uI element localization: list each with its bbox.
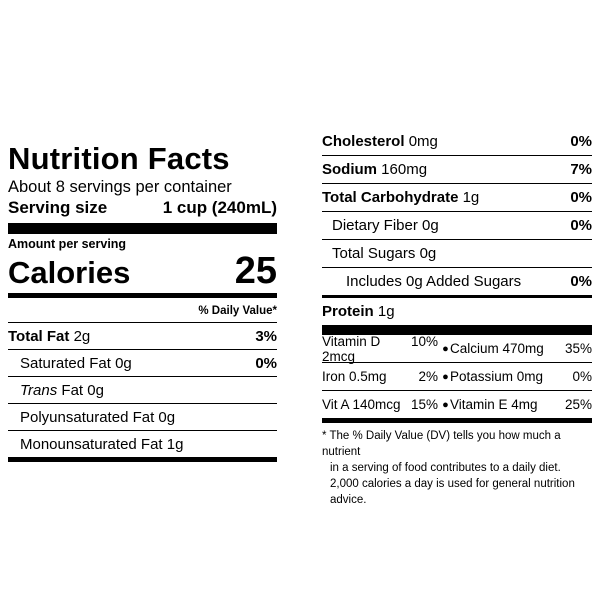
divider-thick [322, 325, 592, 335]
nutrient-amount: 1g [377, 303, 395, 320]
nutrient-row-total-sugars: Total Sugars 0g [322, 240, 592, 268]
daily-value-footnote: * The % Daily Value (DV) tells you how m… [322, 428, 592, 508]
nutrient-name: Total Carbohydrate [322, 189, 459, 206]
nutrient-name: Saturated Fat [20, 354, 111, 372]
vitamin-daily-value: 10% [410, 333, 438, 349]
divider-medium [8, 457, 277, 462]
nutrient-daily-value: 0% [570, 217, 592, 234]
nutrient-name: Includes 0g Added Sugars [346, 273, 522, 290]
amount-per-serving: Amount per serving [8, 237, 127, 251]
serving-size: Serving size 1 cup (240mL) [8, 197, 277, 219]
mineral-name: Calcium 470mg [450, 341, 544, 356]
nutrient-amount: 0mg [408, 133, 438, 150]
divider-medium [322, 295, 592, 298]
footnote-line: * The % Daily Value (DV) tells you how m… [322, 430, 561, 458]
vitamin-name: Vit A 140mcg [322, 397, 401, 412]
nutrient-name: Protein [322, 303, 374, 320]
calories-row: Calories 25 [8, 251, 277, 291]
nutrient-name: Dietary Fiber [332, 217, 418, 234]
nutrient-row-cholesterol: Cholesterol 0mg 0% [322, 128, 592, 156]
mineral-name: Potassium 0mg [450, 369, 544, 384]
nutrient-row-added-sugars: Includes 0g Added Sugars 0% [322, 268, 592, 295]
mineral-daily-value: 0% [572, 369, 592, 384]
vitamin-name: Vitamin D 2mcg [322, 333, 381, 364]
nutrient-row-total-carbohydrate: Total Carbohydrate 1g 0% [322, 184, 592, 212]
nutrient-daily-value: 0% [255, 354, 277, 372]
nutrient-row-protein: Protein 1g [322, 298, 592, 325]
vitamin-row: Vit A 140mcg 15% ● Vitamin E 4mg 25% [322, 390, 592, 418]
nutrient-amount: 1g [166, 435, 184, 453]
vitamin-row: Vitamin D 2mcg 10% ● Calcium 470mg 35% [322, 333, 592, 364]
nutrient-row-total-fat: Total Fat 2g 3% [8, 323, 277, 349]
daily-value-header: % Daily Value* [198, 305, 277, 317]
nutrition-facts-left-panel: Nutrition Facts About 8 servings per con… [8, 143, 277, 462]
nutrition-facts-right-panel: Cholesterol 0mg 0% Sodium 160mg 7% Total… [322, 128, 592, 508]
divider-medium [322, 418, 592, 423]
nutrient-name: Fat [61, 381, 84, 399]
nutrient-amount: 0g [115, 354, 132, 372]
divider-medium [8, 293, 277, 298]
nutrient-row-monounsaturated-fat: Monounsaturated Fat 1g [8, 430, 277, 457]
nutrient-amount: 0g [422, 217, 439, 234]
nutrient-row-saturated-fat: Saturated Fat 0g 0% [8, 349, 277, 376]
bullet-icon: ● [442, 342, 449, 355]
vitamin-daily-value: 15% [410, 397, 438, 412]
nutrient-name: Sodium [322, 161, 377, 178]
footnote-line: in a serving of food contributes to a da… [330, 462, 561, 474]
servings-per-container: About 8 servings per container [8, 178, 232, 196]
nutrient-amount: 0g [419, 245, 437, 262]
calories-value: 25 [234, 250, 277, 292]
mineral-daily-value: 35% [564, 341, 592, 356]
nutrient-daily-value: 0% [570, 133, 592, 150]
mineral-name: Vitamin E 4mg [450, 397, 538, 412]
footnote-line: 2,000 calories a day is used for general… [330, 478, 575, 506]
nutrient-row-sodium: Sodium 160mg 7% [322, 156, 592, 184]
nutrient-name: Polyunsaturated Fat [20, 408, 155, 426]
vitamin-row: Iron 0.5mg 2% ● Potassium 0mg 0% [322, 362, 592, 390]
nutrient-amount: 1g [462, 189, 480, 206]
nutrient-row-polyunsaturated-fat: Polyunsaturated Fat 0g [8, 403, 277, 430]
bullet-icon: ● [442, 398, 449, 411]
calories-label: Calories [8, 255, 131, 290]
nutrient-row-dietary-fiber: Dietary Fiber 0g 0% [322, 212, 592, 240]
nutrient-amount: 2g [73, 327, 91, 345]
nutrient-daily-value: 7% [570, 161, 592, 178]
nutrient-daily-value: 3% [255, 327, 277, 345]
divider-thick [8, 223, 277, 234]
nutrient-name: Cholesterol [322, 133, 405, 150]
nutrient-name: Total Fat [8, 327, 70, 345]
nutrient-amount: 0g [87, 381, 104, 399]
nutrient-amount: 160mg [381, 161, 428, 178]
nutrient-daily-value: 0% [570, 273, 592, 290]
vitamin-name: Iron 0.5mg [322, 369, 387, 384]
nutrition-facts-title: Nutrition Facts [8, 141, 230, 176]
nutrient-row-trans-fat: Trans Fat 0g [8, 376, 277, 403]
vitamin-daily-value: 2% [418, 369, 438, 384]
nutrient-name-italic: Trans [20, 381, 58, 399]
nutrient-daily-value: 0% [570, 189, 592, 206]
nutrient-name: Monounsaturated Fat [20, 435, 163, 453]
serving-size-value: 1 cup (240mL) [162, 198, 277, 217]
serving-size-label: Serving size [8, 198, 108, 217]
divider-line [8, 322, 277, 323]
nutrient-name: Total Sugars [332, 245, 416, 262]
mineral-daily-value: 25% [564, 397, 592, 412]
nutrient-amount: 0g [158, 408, 176, 426]
bullet-icon: ● [442, 370, 449, 383]
